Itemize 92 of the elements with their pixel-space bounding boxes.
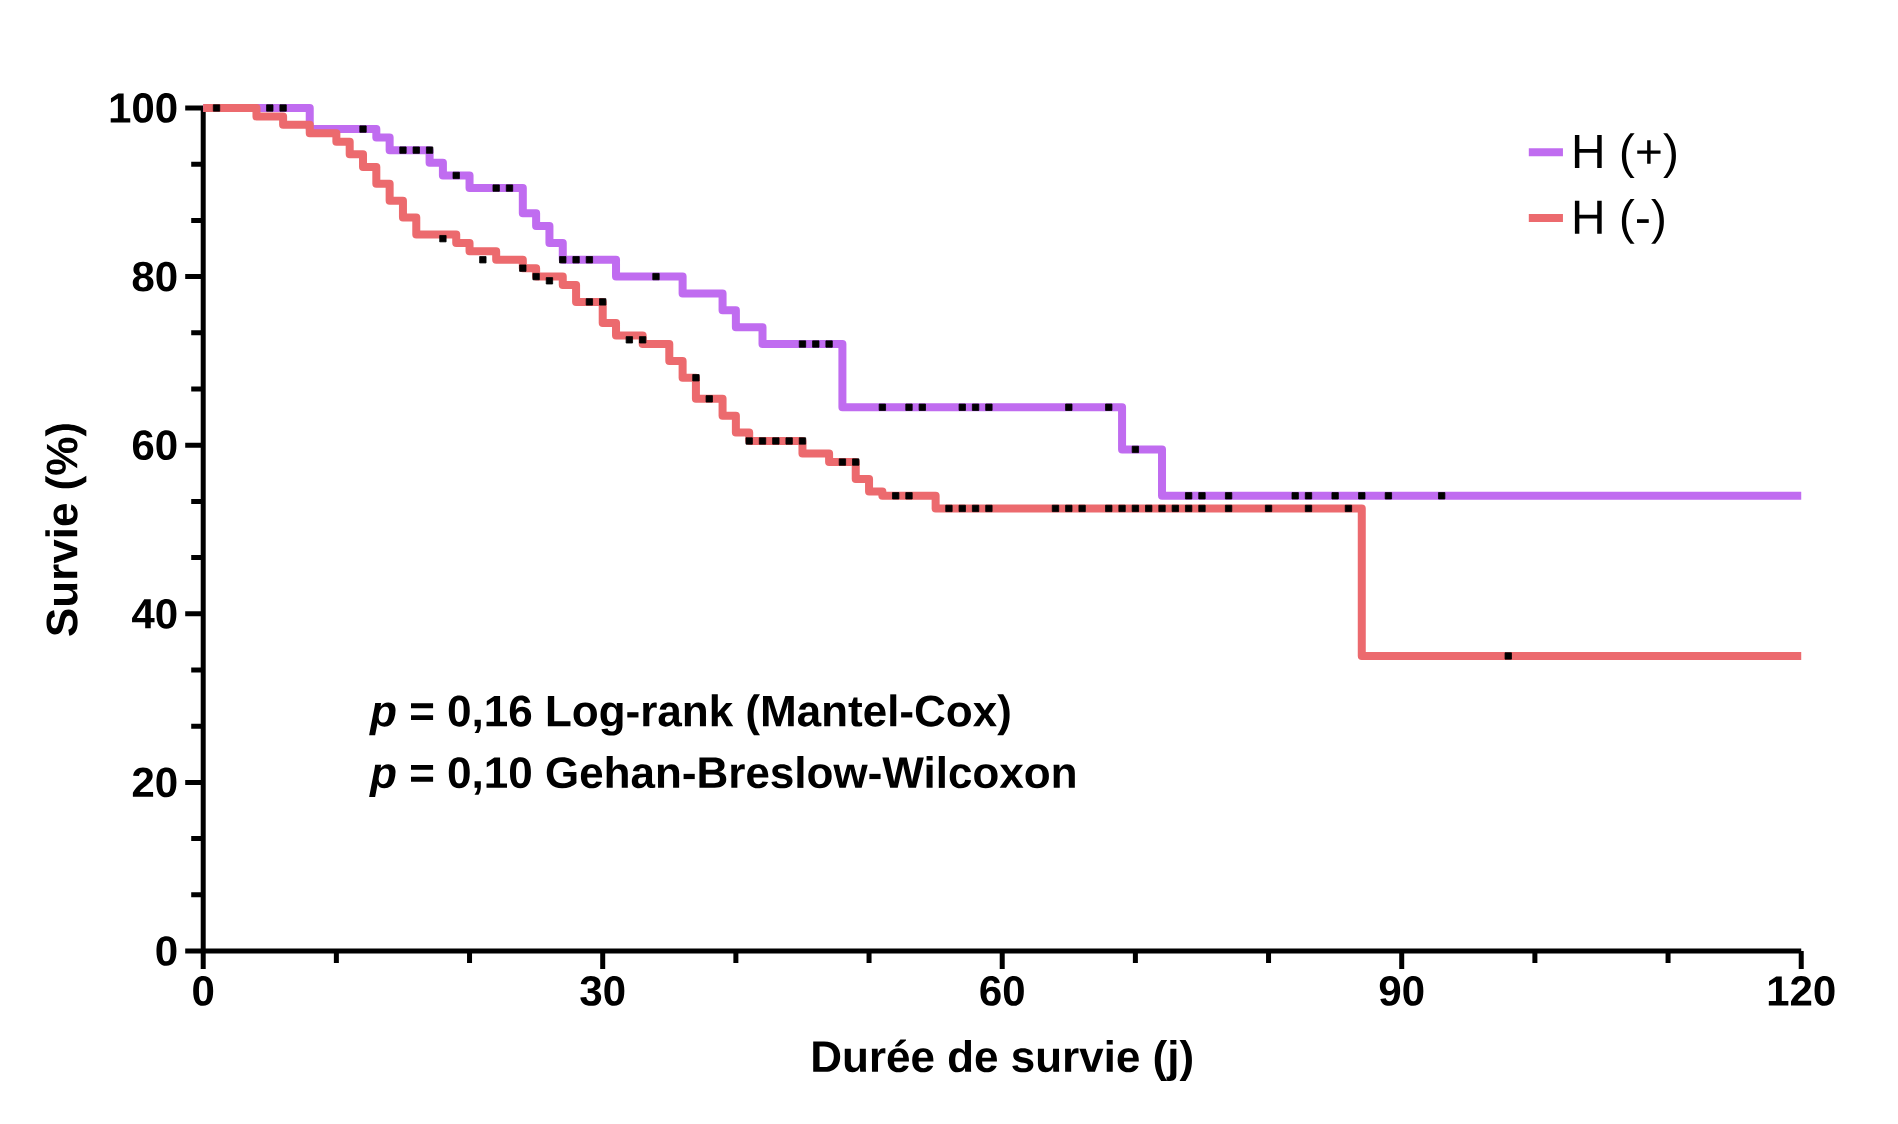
point — [479, 256, 487, 264]
point — [452, 171, 460, 180]
point — [1384, 492, 1392, 500]
point — [1198, 492, 1206, 500]
point — [532, 273, 540, 281]
point — [958, 504, 966, 513]
point — [412, 146, 420, 154]
y-tick-label: 80 — [132, 261, 177, 292]
point — [439, 235, 447, 243]
point — [639, 336, 647, 344]
point — [1078, 504, 1086, 513]
point — [505, 184, 514, 192]
point — [945, 504, 953, 513]
point — [492, 184, 500, 192]
point — [1304, 504, 1313, 513]
point — [1065, 504, 1073, 513]
point — [1304, 492, 1313, 500]
x-tick-label: 90 — [1379, 976, 1424, 1006]
point — [1171, 504, 1179, 513]
y-tick-label: 0 — [156, 936, 177, 966]
point — [905, 403, 913, 411]
point — [1185, 504, 1193, 513]
point — [918, 403, 926, 411]
point — [1051, 504, 1060, 513]
point — [838, 458, 847, 466]
point — [559, 256, 567, 264]
point — [425, 146, 434, 154]
point — [1105, 403, 1113, 411]
point — [652, 273, 660, 281]
point — [1358, 492, 1366, 500]
point — [1198, 504, 1206, 513]
point — [1185, 492, 1193, 500]
point — [878, 403, 886, 411]
point — [1065, 403, 1073, 411]
point — [905, 492, 913, 500]
point — [1158, 504, 1166, 513]
point — [852, 458, 860, 466]
point — [772, 437, 780, 445]
point — [266, 104, 274, 112]
point — [971, 504, 980, 513]
point — [1264, 504, 1273, 513]
point — [519, 264, 527, 272]
point — [1145, 504, 1153, 513]
point — [1331, 492, 1339, 500]
point — [985, 504, 993, 513]
point — [545, 277, 554, 285]
legend-label: H (+) — [1574, 133, 1676, 178]
point — [971, 403, 980, 411]
point — [1131, 445, 1139, 454]
legend-label: H (-) — [1574, 199, 1664, 244]
point — [705, 395, 713, 403]
x-tick-label: 60 — [980, 976, 1024, 1006]
point — [399, 146, 407, 154]
annotation: p = 0,16 Log-rank (Mantel-Cox) — [369, 694, 1010, 736]
y-tick-label: 100 — [110, 93, 177, 123]
y-axis-title: Survie (%) — [45, 424, 87, 636]
point — [985, 403, 993, 411]
point — [599, 298, 607, 306]
point — [812, 340, 820, 348]
point — [1504, 652, 1512, 660]
point — [1118, 504, 1126, 513]
point — [1438, 492, 1446, 500]
y-tick-label: 40 — [132, 598, 177, 629]
point — [692, 374, 700, 382]
point — [745, 437, 753, 445]
point — [1105, 504, 1113, 513]
point — [572, 256, 580, 264]
x-tick-label: 30 — [580, 976, 625, 1006]
annotation: p = 0,10 Gehan-Breslow-Wilcoxon — [369, 755, 1075, 797]
point — [825, 340, 833, 348]
x-axis-title: Durée de survie (j) — [813, 1039, 1192, 1081]
point — [1131, 504, 1139, 513]
x-tick-label: 0 — [193, 976, 214, 1006]
point — [958, 403, 966, 411]
x-tick-label: 120 — [1768, 976, 1835, 1006]
point — [892, 492, 900, 500]
point — [585, 256, 593, 264]
point — [798, 437, 807, 445]
point — [212, 104, 221, 112]
point — [279, 104, 287, 112]
y-tick-label: 20 — [132, 767, 177, 798]
point — [625, 336, 633, 344]
point — [798, 340, 807, 348]
point — [1344, 504, 1353, 513]
point — [359, 125, 367, 133]
point — [1225, 492, 1233, 500]
y-tick-label: 60 — [132, 430, 177, 461]
point — [1225, 504, 1233, 513]
point — [758, 437, 767, 445]
point — [1291, 492, 1299, 500]
point — [785, 437, 793, 445]
point — [585, 298, 593, 306]
